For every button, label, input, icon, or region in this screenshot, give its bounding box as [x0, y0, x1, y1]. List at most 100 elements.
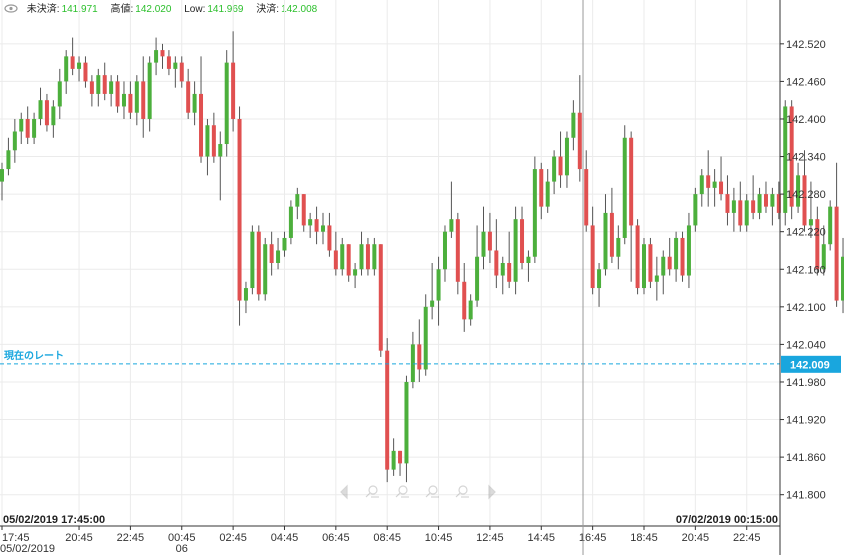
magnifier-handle	[425, 492, 431, 498]
candle	[462, 263, 467, 332]
zoom-in-icon[interactable]	[365, 485, 379, 498]
zoom-out-icon[interactable]	[395, 485, 409, 498]
candle-body-down	[102, 75, 107, 94]
candle-body-up	[51, 106, 56, 126]
candle-body-up	[475, 256, 480, 301]
candle	[147, 56, 152, 132]
candle	[154, 37, 159, 76]
close-label: 決済:	[256, 4, 280, 15]
x-tick-sublabel: 05/02/2019	[0, 543, 55, 555]
candle	[6, 137, 11, 176]
candle-body-down	[609, 212, 614, 257]
candle-body-down	[629, 137, 634, 226]
low-value: 141.969	[207, 4, 244, 15]
candle	[38, 87, 43, 126]
candle-body-up	[436, 269, 441, 301]
candle	[821, 225, 826, 276]
x-tick-label: 12:45	[476, 532, 504, 544]
candle-body-down	[385, 350, 390, 470]
x-tick-label: 10:45	[425, 532, 453, 544]
candle	[83, 56, 88, 88]
price-legend: 未決済: 141.971 高値: 142.020 Low: 141.969 決済: 14…	[4, 2, 327, 18]
candle	[667, 237, 672, 276]
chart-toolbar[interactable]	[340, 484, 496, 500]
candle-body-down	[141, 81, 146, 119]
eye-icon[interactable]	[4, 4, 18, 13]
candle-body-down	[635, 225, 640, 289]
candle-body-down	[719, 181, 724, 195]
candle-body-up	[77, 62, 82, 69]
candle	[475, 225, 480, 307]
candle	[686, 212, 691, 289]
arrow-right-icon[interactable]	[488, 484, 496, 500]
zoom-fit-icon[interactable]	[455, 485, 469, 498]
candle	[841, 237, 844, 314]
arrow-left-icon[interactable]	[340, 484, 348, 500]
candle-body-down	[577, 112, 582, 170]
candle	[218, 131, 223, 201]
candle-body-up	[38, 100, 43, 119]
candle	[64, 50, 69, 94]
candle	[32, 112, 37, 145]
candle	[744, 194, 749, 232]
candle-body-down	[378, 244, 383, 351]
candle	[385, 338, 390, 483]
candle-body-up	[410, 344, 415, 382]
candle-body-up	[699, 175, 704, 195]
candle	[19, 112, 24, 145]
candle-body-up	[12, 131, 17, 151]
x-tick-label: 22:45	[733, 532, 761, 544]
candle	[802, 150, 807, 232]
candle-body-down	[520, 219, 525, 263]
candle	[552, 150, 557, 195]
candle	[353, 263, 358, 289]
candle-body-down	[128, 93, 133, 113]
candle	[834, 162, 839, 307]
candle	[763, 181, 768, 213]
candle-body-up	[288, 206, 293, 238]
candle-body-up	[622, 137, 627, 238]
candle	[263, 237, 268, 301]
candle	[372, 237, 377, 276]
x-tick-label: 18:45	[630, 532, 658, 544]
candle	[507, 231, 512, 289]
candle	[121, 81, 126, 119]
candle	[597, 263, 602, 307]
candle-body-up	[154, 50, 159, 63]
candle	[699, 169, 704, 207]
y-tick-label: 142.520	[786, 39, 826, 51]
candle	[468, 294, 473, 326]
candle	[231, 31, 236, 132]
magnifier-lens	[398, 485, 408, 495]
candle-body-down	[365, 244, 370, 270]
candle	[442, 225, 447, 282]
magnifier-handle	[395, 492, 401, 498]
candle-body-down	[333, 250, 338, 270]
candle-body-up	[597, 269, 602, 289]
candle-body-up	[532, 169, 537, 257]
x-tick-label: 17:45	[2, 532, 30, 544]
candle-body-up	[712, 181, 717, 188]
x-tick-label: 14:45	[528, 532, 556, 544]
candle-body-up	[603, 212, 608, 270]
y-tick-label: 142.160	[786, 264, 826, 276]
candle-body-up	[147, 62, 152, 119]
candles	[0, 31, 844, 483]
candle-body-down	[115, 81, 120, 107]
candle	[635, 219, 640, 295]
zoom-reset-icon[interactable]	[425, 485, 439, 498]
high-value: 142.020	[135, 4, 172, 15]
candle	[359, 231, 364, 276]
candle-body-up	[828, 206, 833, 245]
candle	[571, 100, 576, 151]
candle	[487, 212, 492, 263]
x-tick-label: 06:45	[322, 532, 350, 544]
candle-body-down	[494, 250, 499, 276]
high-label: 高値:	[110, 4, 134, 15]
candle	[789, 100, 794, 220]
candle	[436, 256, 441, 326]
candle-body-down	[507, 263, 512, 282]
candle-body-down	[667, 256, 672, 270]
candle	[558, 131, 563, 188]
